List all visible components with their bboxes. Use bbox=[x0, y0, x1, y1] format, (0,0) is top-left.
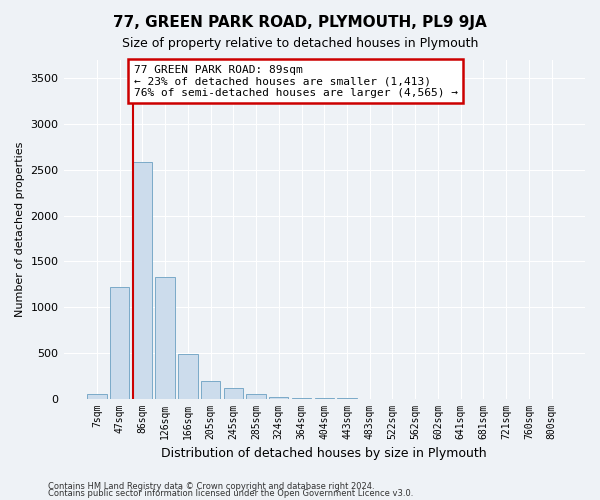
Y-axis label: Number of detached properties: Number of detached properties bbox=[15, 142, 25, 317]
Text: 77 GREEN PARK ROAD: 89sqm
← 23% of detached houses are smaller (1,413)
76% of se: 77 GREEN PARK ROAD: 89sqm ← 23% of detac… bbox=[134, 64, 458, 98]
Bar bbox=[201, 380, 220, 398]
Bar bbox=[247, 394, 266, 398]
Bar bbox=[87, 394, 107, 398]
Text: Size of property relative to detached houses in Plymouth: Size of property relative to detached ho… bbox=[122, 38, 478, 51]
Bar bbox=[155, 277, 175, 398]
Text: Contains public sector information licensed under the Open Government Licence v3: Contains public sector information licen… bbox=[48, 490, 413, 498]
Bar bbox=[133, 162, 152, 398]
Text: 77, GREEN PARK ROAD, PLYMOUTH, PL9 9JA: 77, GREEN PARK ROAD, PLYMOUTH, PL9 9JA bbox=[113, 15, 487, 30]
Bar bbox=[269, 396, 289, 398]
Bar bbox=[224, 388, 243, 398]
Text: Contains HM Land Registry data © Crown copyright and database right 2024.: Contains HM Land Registry data © Crown c… bbox=[48, 482, 374, 491]
X-axis label: Distribution of detached houses by size in Plymouth: Distribution of detached houses by size … bbox=[161, 447, 487, 460]
Bar bbox=[178, 354, 197, 399]
Bar bbox=[110, 287, 130, 399]
